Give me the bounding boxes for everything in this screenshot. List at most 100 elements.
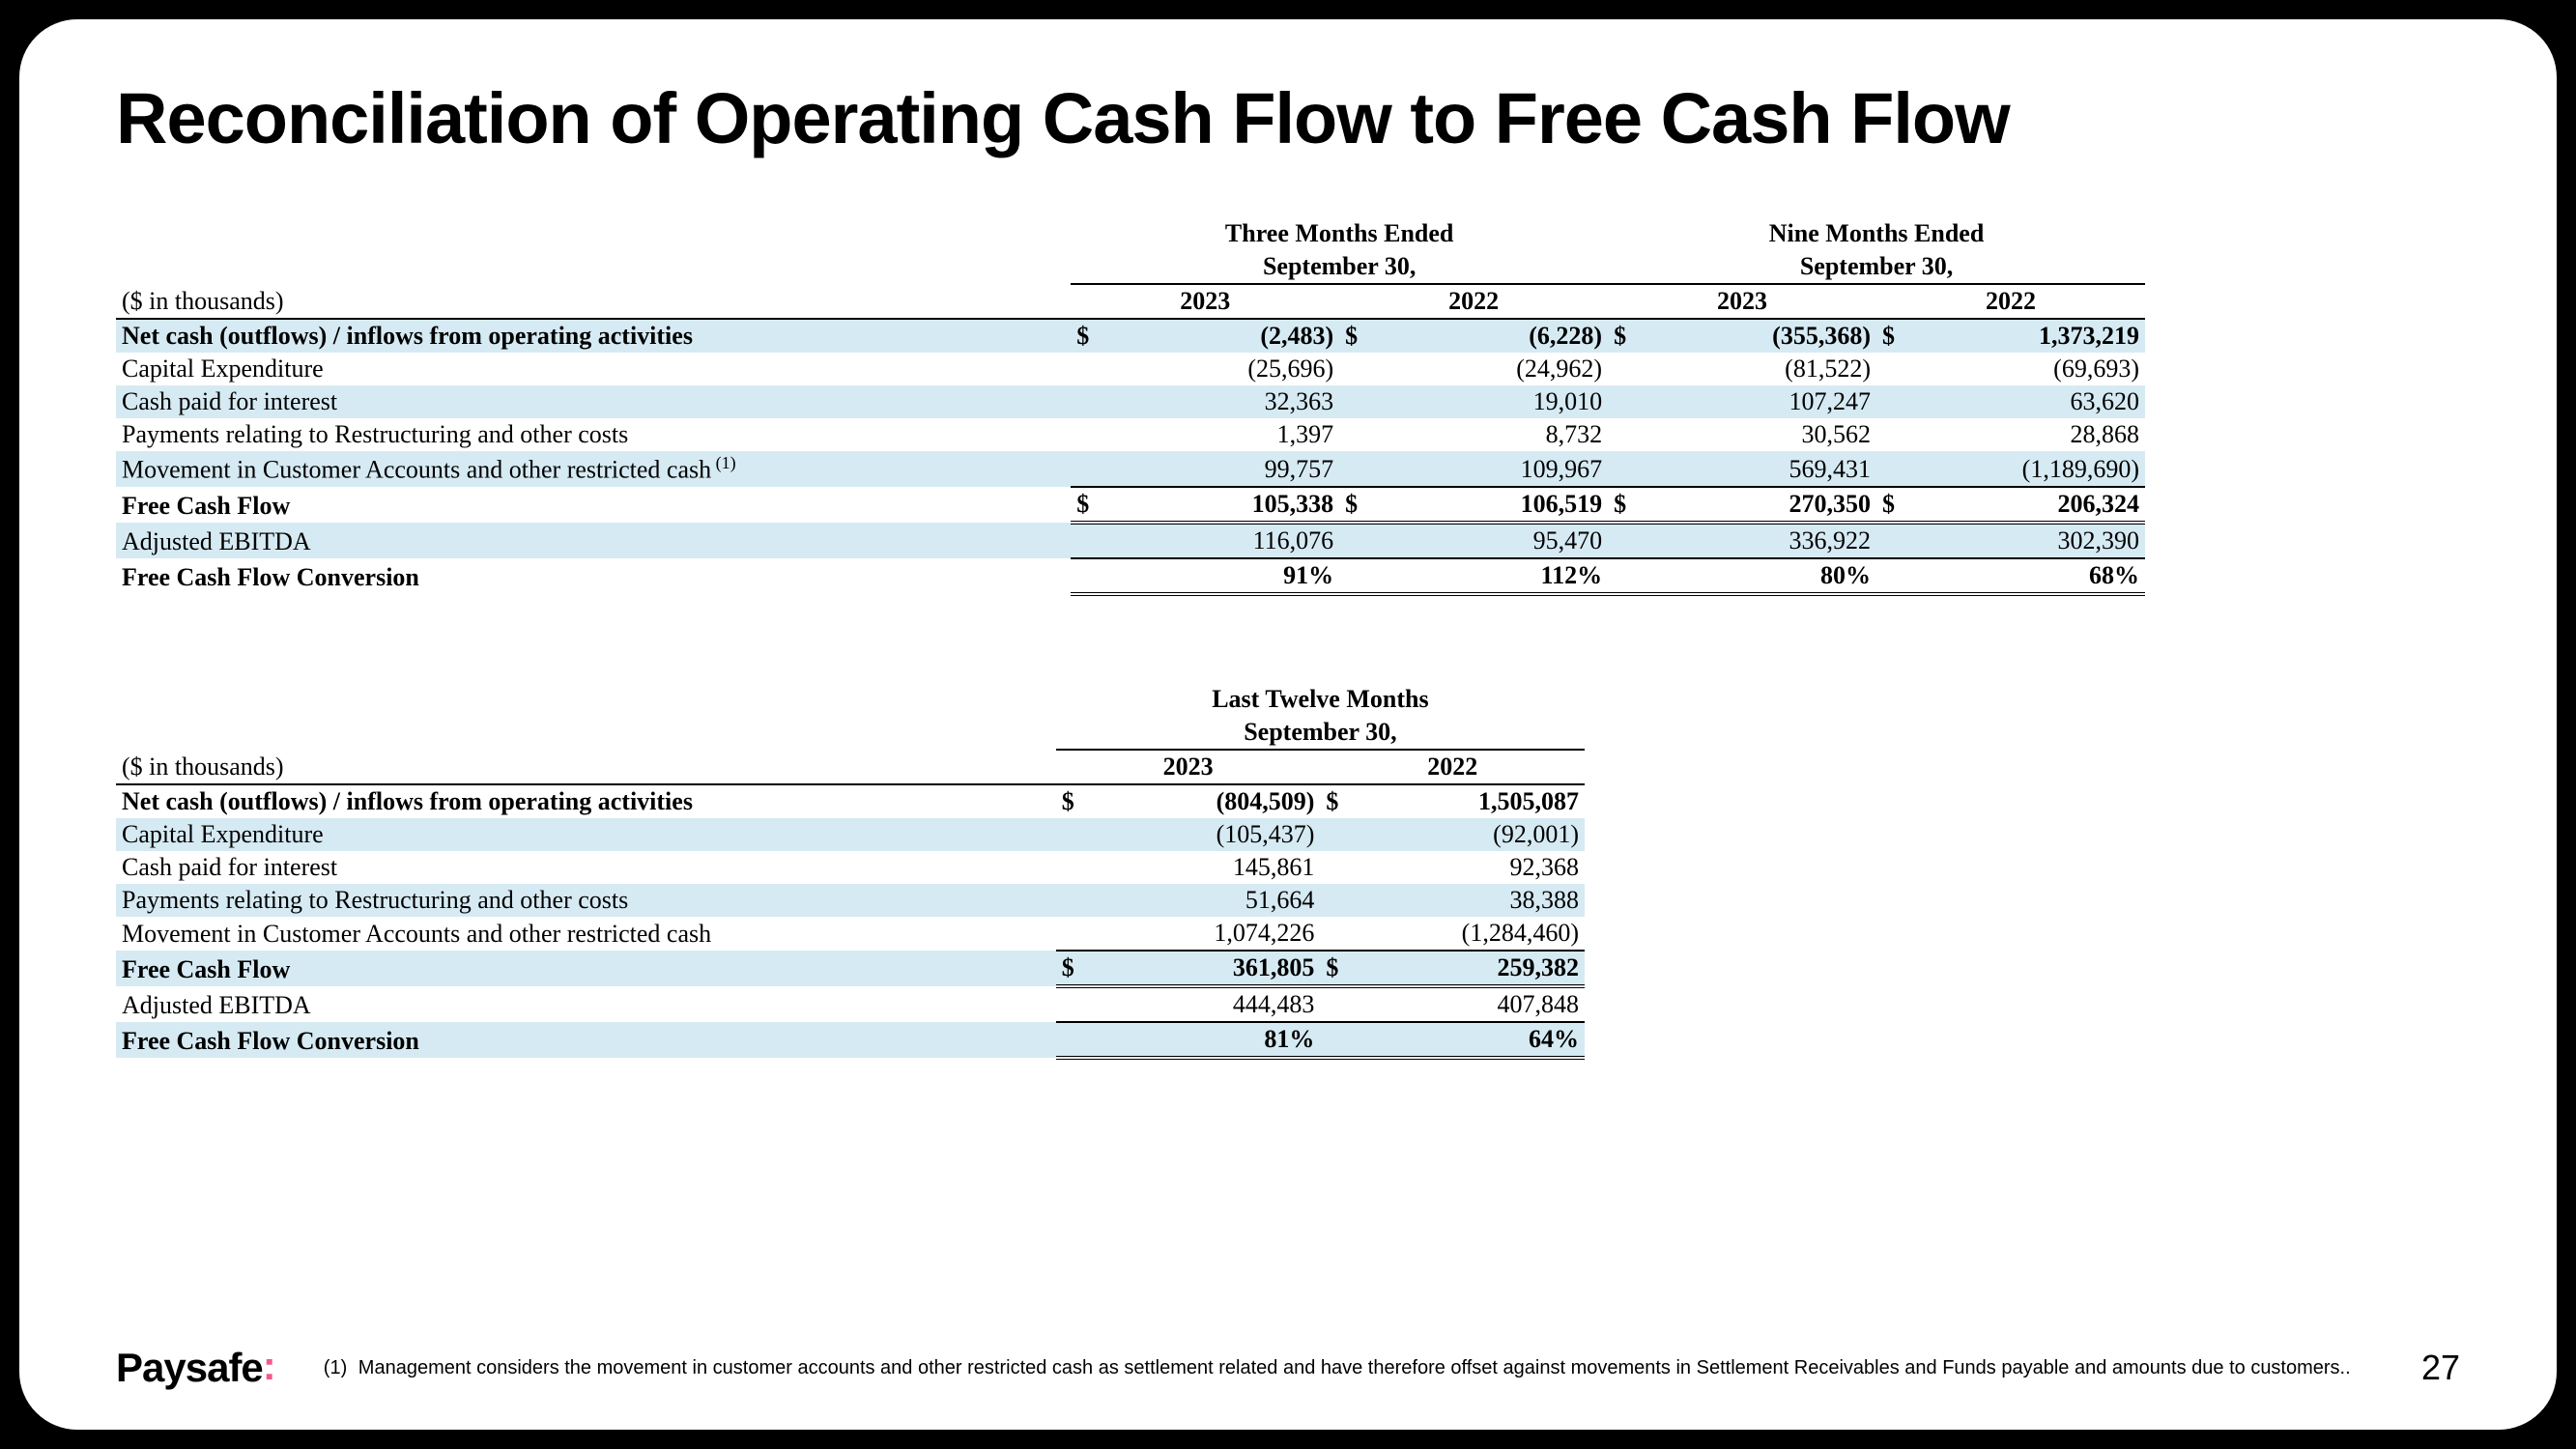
cell-value: 19,010 [1379, 385, 1608, 418]
ltm-2023: 2023 [1056, 750, 1321, 784]
cell-value: (804,509) [1095, 784, 1320, 818]
cell-value: 64% [1360, 1022, 1585, 1058]
ltm-2022: 2022 [1320, 750, 1585, 784]
currency-symbol [1056, 917, 1096, 951]
cell-value: 28,868 [1916, 418, 2145, 451]
row-label: Payments relating to Restructuring and o… [116, 418, 1071, 451]
currency-symbol [1056, 1022, 1096, 1058]
table-row: Free Cash Flow Conversion91%112%80%68% [116, 558, 2145, 594]
footer: Paysafe: (1) Management considers the mo… [116, 1345, 2460, 1391]
cell-value: 8,732 [1379, 418, 1608, 451]
currency-symbol [1608, 385, 1647, 418]
table-row: Capital Expenditure(25,696)(24,962)(81,5… [116, 353, 2145, 385]
currency-symbol: $ [1056, 951, 1096, 986]
currency-symbol [1056, 818, 1096, 851]
currency-symbol: $ [1339, 319, 1379, 353]
cell-value: 1,505,087 [1360, 784, 1585, 818]
unit-label-2: ($ in thousands) [116, 750, 1056, 784]
cell-value: (355,368) [1647, 319, 1876, 353]
currency-symbol [1339, 523, 1379, 558]
cell-value: (6,228) [1379, 319, 1608, 353]
currency-symbol [1339, 451, 1379, 487]
table-row: Cash paid for interest145,86192,368 [116, 851, 1585, 884]
cell-value: (92,001) [1360, 818, 1585, 851]
row-label: Net cash (outflows) / inflows from opera… [116, 784, 1056, 818]
currency-symbol [1320, 884, 1360, 917]
currency-symbol [1071, 523, 1110, 558]
cell-value: 361,805 [1095, 951, 1320, 986]
currency-symbol: $ [1876, 487, 1916, 523]
footnote-text: Management considers the movement in cus… [358, 1355, 2351, 1380]
cell-value: (1,284,460) [1360, 917, 1585, 951]
cell-value: 1,074,226 [1095, 917, 1320, 951]
cell-value: 106,519 [1379, 487, 1608, 523]
cell-value: 270,350 [1647, 487, 1876, 523]
currency-symbol [1056, 851, 1096, 884]
row-label: Capital Expenditure [116, 818, 1056, 851]
cell-value: 95,470 [1379, 523, 1608, 558]
table-row: Net cash (outflows) / inflows from opera… [116, 319, 2145, 353]
cell-value: (25,696) [1110, 353, 1339, 385]
row-label: Net cash (outflows) / inflows from opera… [116, 319, 1071, 353]
currency-symbol [1320, 917, 1360, 951]
period2-header: Nine Months Ended [1608, 217, 2145, 250]
currency-symbol: $ [1876, 319, 1916, 353]
reconciliation-table-2: Last Twelve Months September 30, ($ in t… [116, 683, 1585, 1060]
currency-symbol [1071, 451, 1110, 487]
row-label: Free Cash Flow [116, 951, 1056, 986]
slide: Reconciliation of Operating Cash Flow to… [19, 19, 2557, 1430]
row-label: Cash paid for interest [116, 851, 1056, 884]
row-label: Payments relating to Restructuring and o… [116, 884, 1056, 917]
cell-value: 569,431 [1647, 451, 1876, 487]
row-label: Movement in Customer Accounts and other … [116, 451, 1071, 487]
currency-symbol: $ [1320, 951, 1360, 986]
year-2023-a: 2023 [1071, 284, 1339, 319]
currency-symbol: $ [1056, 784, 1096, 818]
table2-container: Last Twelve Months September 30, ($ in t… [116, 683, 1585, 1060]
currency-symbol [1056, 884, 1096, 917]
cell-value: 51,664 [1095, 884, 1320, 917]
table1-container: Three Months Ended Nine Months Ended Sep… [116, 217, 2145, 596]
cell-value: 112% [1379, 558, 1608, 594]
table-row: Free Cash Flow Conversion 81% 64% [116, 1022, 1585, 1058]
row-label: Movement in Customer Accounts and other … [116, 917, 1056, 951]
currency-symbol [1056, 986, 1096, 1022]
currency-symbol [1608, 353, 1647, 385]
row-label: Adjusted EBITDA [116, 986, 1056, 1022]
cell-value: 107,247 [1647, 385, 1876, 418]
currency-symbol [1320, 986, 1360, 1022]
currency-symbol: $ [1071, 319, 1110, 353]
cell-value: 99,757 [1110, 451, 1339, 487]
currency-symbol [1876, 385, 1916, 418]
currency-symbol [1071, 353, 1110, 385]
period1-sub: September 30, [1071, 250, 1608, 284]
cell-value: (2,483) [1110, 319, 1339, 353]
row-label: Free Cash Flow Conversion [116, 1022, 1056, 1058]
cell-value: 80% [1647, 558, 1876, 594]
reconciliation-table-1: Three Months Ended Nine Months Ended Sep… [116, 217, 2145, 596]
currency-symbol [1339, 353, 1379, 385]
cell-value: 63,620 [1916, 385, 2145, 418]
cell-value: 407,848 [1360, 986, 1585, 1022]
currency-symbol [1876, 418, 1916, 451]
paysafe-logo: Paysafe: [116, 1345, 275, 1391]
cell-value: (24,962) [1379, 353, 1608, 385]
currency-symbol [1339, 558, 1379, 594]
currency-symbol [1876, 523, 1916, 558]
table-row: Net cash (outflows) / inflows from opera… [116, 784, 1585, 818]
cell-value: 81% [1095, 1022, 1320, 1058]
cell-value: 105,338 [1110, 487, 1339, 523]
table-row: Capital Expenditure(105,437)(92,001) [116, 818, 1585, 851]
table-row: Free Cash Flow$105,338$106,519$270,350$2… [116, 487, 2145, 523]
cell-value: 109,967 [1379, 451, 1608, 487]
currency-symbol [1876, 353, 1916, 385]
row-label: Free Cash Flow [116, 487, 1071, 523]
cell-value: 259,382 [1360, 951, 1585, 986]
table-row: Movement in Customer Accounts and other … [116, 917, 1585, 951]
period1-header: Three Months Ended [1071, 217, 1608, 250]
footnote-number: (1) [324, 1355, 349, 1380]
year-2022-a: 2022 [1339, 284, 1608, 319]
year-2023-b: 2023 [1608, 284, 1876, 319]
unit-label: ($ in thousands) [116, 284, 1071, 319]
cell-value: 68% [1916, 558, 2145, 594]
